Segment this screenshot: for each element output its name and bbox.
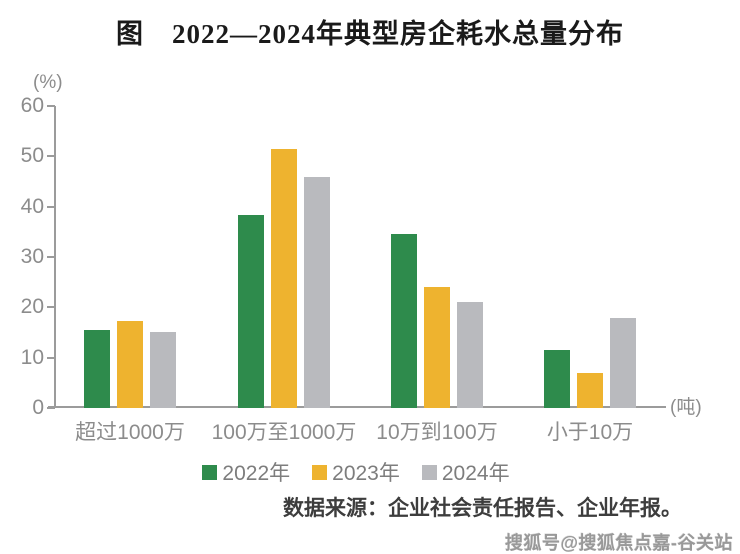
y-tick-label-30: 30 bbox=[20, 245, 44, 268]
y-tick-label-0: 0 bbox=[32, 396, 44, 419]
legend-item-2: 2023年 bbox=[312, 457, 400, 487]
bar-series3-group4 bbox=[610, 318, 636, 408]
source-note: 数据来源：企业社会责任报告、企业年报。 bbox=[283, 497, 682, 520]
legend-label: 2022年 bbox=[222, 462, 291, 485]
chart-legend: 2022年 2023年 2024年 bbox=[0, 457, 726, 487]
x-axis-label-group3: 10万到100万 bbox=[376, 421, 498, 444]
bar-series3-group3 bbox=[457, 302, 483, 408]
y-tick-label-50: 50 bbox=[20, 144, 44, 168]
chart-title: 图 2022—2024年典型房企耗水总量分布 bbox=[116, 19, 624, 49]
legend-swatch-icon bbox=[312, 464, 328, 480]
legend-item-1: 2022年 bbox=[202, 457, 290, 487]
y-tick-label-40: 40 bbox=[20, 194, 44, 218]
y-tick-label-10: 10 bbox=[20, 345, 44, 369]
legend-label: 2024年 bbox=[441, 462, 510, 485]
y-tick-mark-0 bbox=[47, 407, 55, 409]
legend-label: 2023年 bbox=[332, 462, 400, 485]
bar-series1-group1 bbox=[84, 330, 110, 408]
x-axis-label-group1: 超过1000万 bbox=[75, 421, 185, 444]
x-axis-label-group2: 100万至1000万 bbox=[211, 421, 357, 444]
y-tick-mark-20 bbox=[47, 306, 55, 309]
x-axis-line bbox=[48, 406, 666, 408]
bar-series3-group1 bbox=[150, 332, 176, 408]
x-axis-unit-label: (吨) bbox=[670, 397, 702, 418]
y-tick-mark-40 bbox=[47, 205, 55, 208]
y-tick-mark-60 bbox=[47, 105, 55, 107]
legend-swatch-icon bbox=[421, 464, 437, 480]
legend-item-3: 2024年 bbox=[421, 457, 510, 487]
bar-series1-group2 bbox=[238, 215, 264, 408]
bar-series3-group2 bbox=[304, 177, 330, 408]
bar-series2-group4 bbox=[577, 373, 603, 408]
y-tick-mark-50 bbox=[47, 155, 55, 158]
x-axis-label-group4: 小于10万 bbox=[546, 421, 634, 444]
y-tick-label-20: 20 bbox=[20, 295, 44, 319]
y-axis-unit-label: (%) bbox=[33, 72, 63, 93]
y-tick-mark-10 bbox=[47, 356, 55, 359]
y-tick-mark-30 bbox=[47, 256, 55, 258]
legend-swatch-icon bbox=[202, 464, 218, 480]
watermark-text: 搜狐号@搜狐焦点嘉-谷关站 bbox=[505, 533, 734, 553]
y-axis-line bbox=[54, 106, 56, 408]
bar-series2-group1 bbox=[117, 321, 143, 408]
bar-series2-group2 bbox=[271, 149, 297, 408]
bar-series2-group3 bbox=[424, 287, 450, 408]
y-tick-label-60: 60 bbox=[20, 94, 44, 117]
bar-series1-group3 bbox=[391, 234, 417, 408]
bar-series1-group4 bbox=[544, 350, 570, 408]
